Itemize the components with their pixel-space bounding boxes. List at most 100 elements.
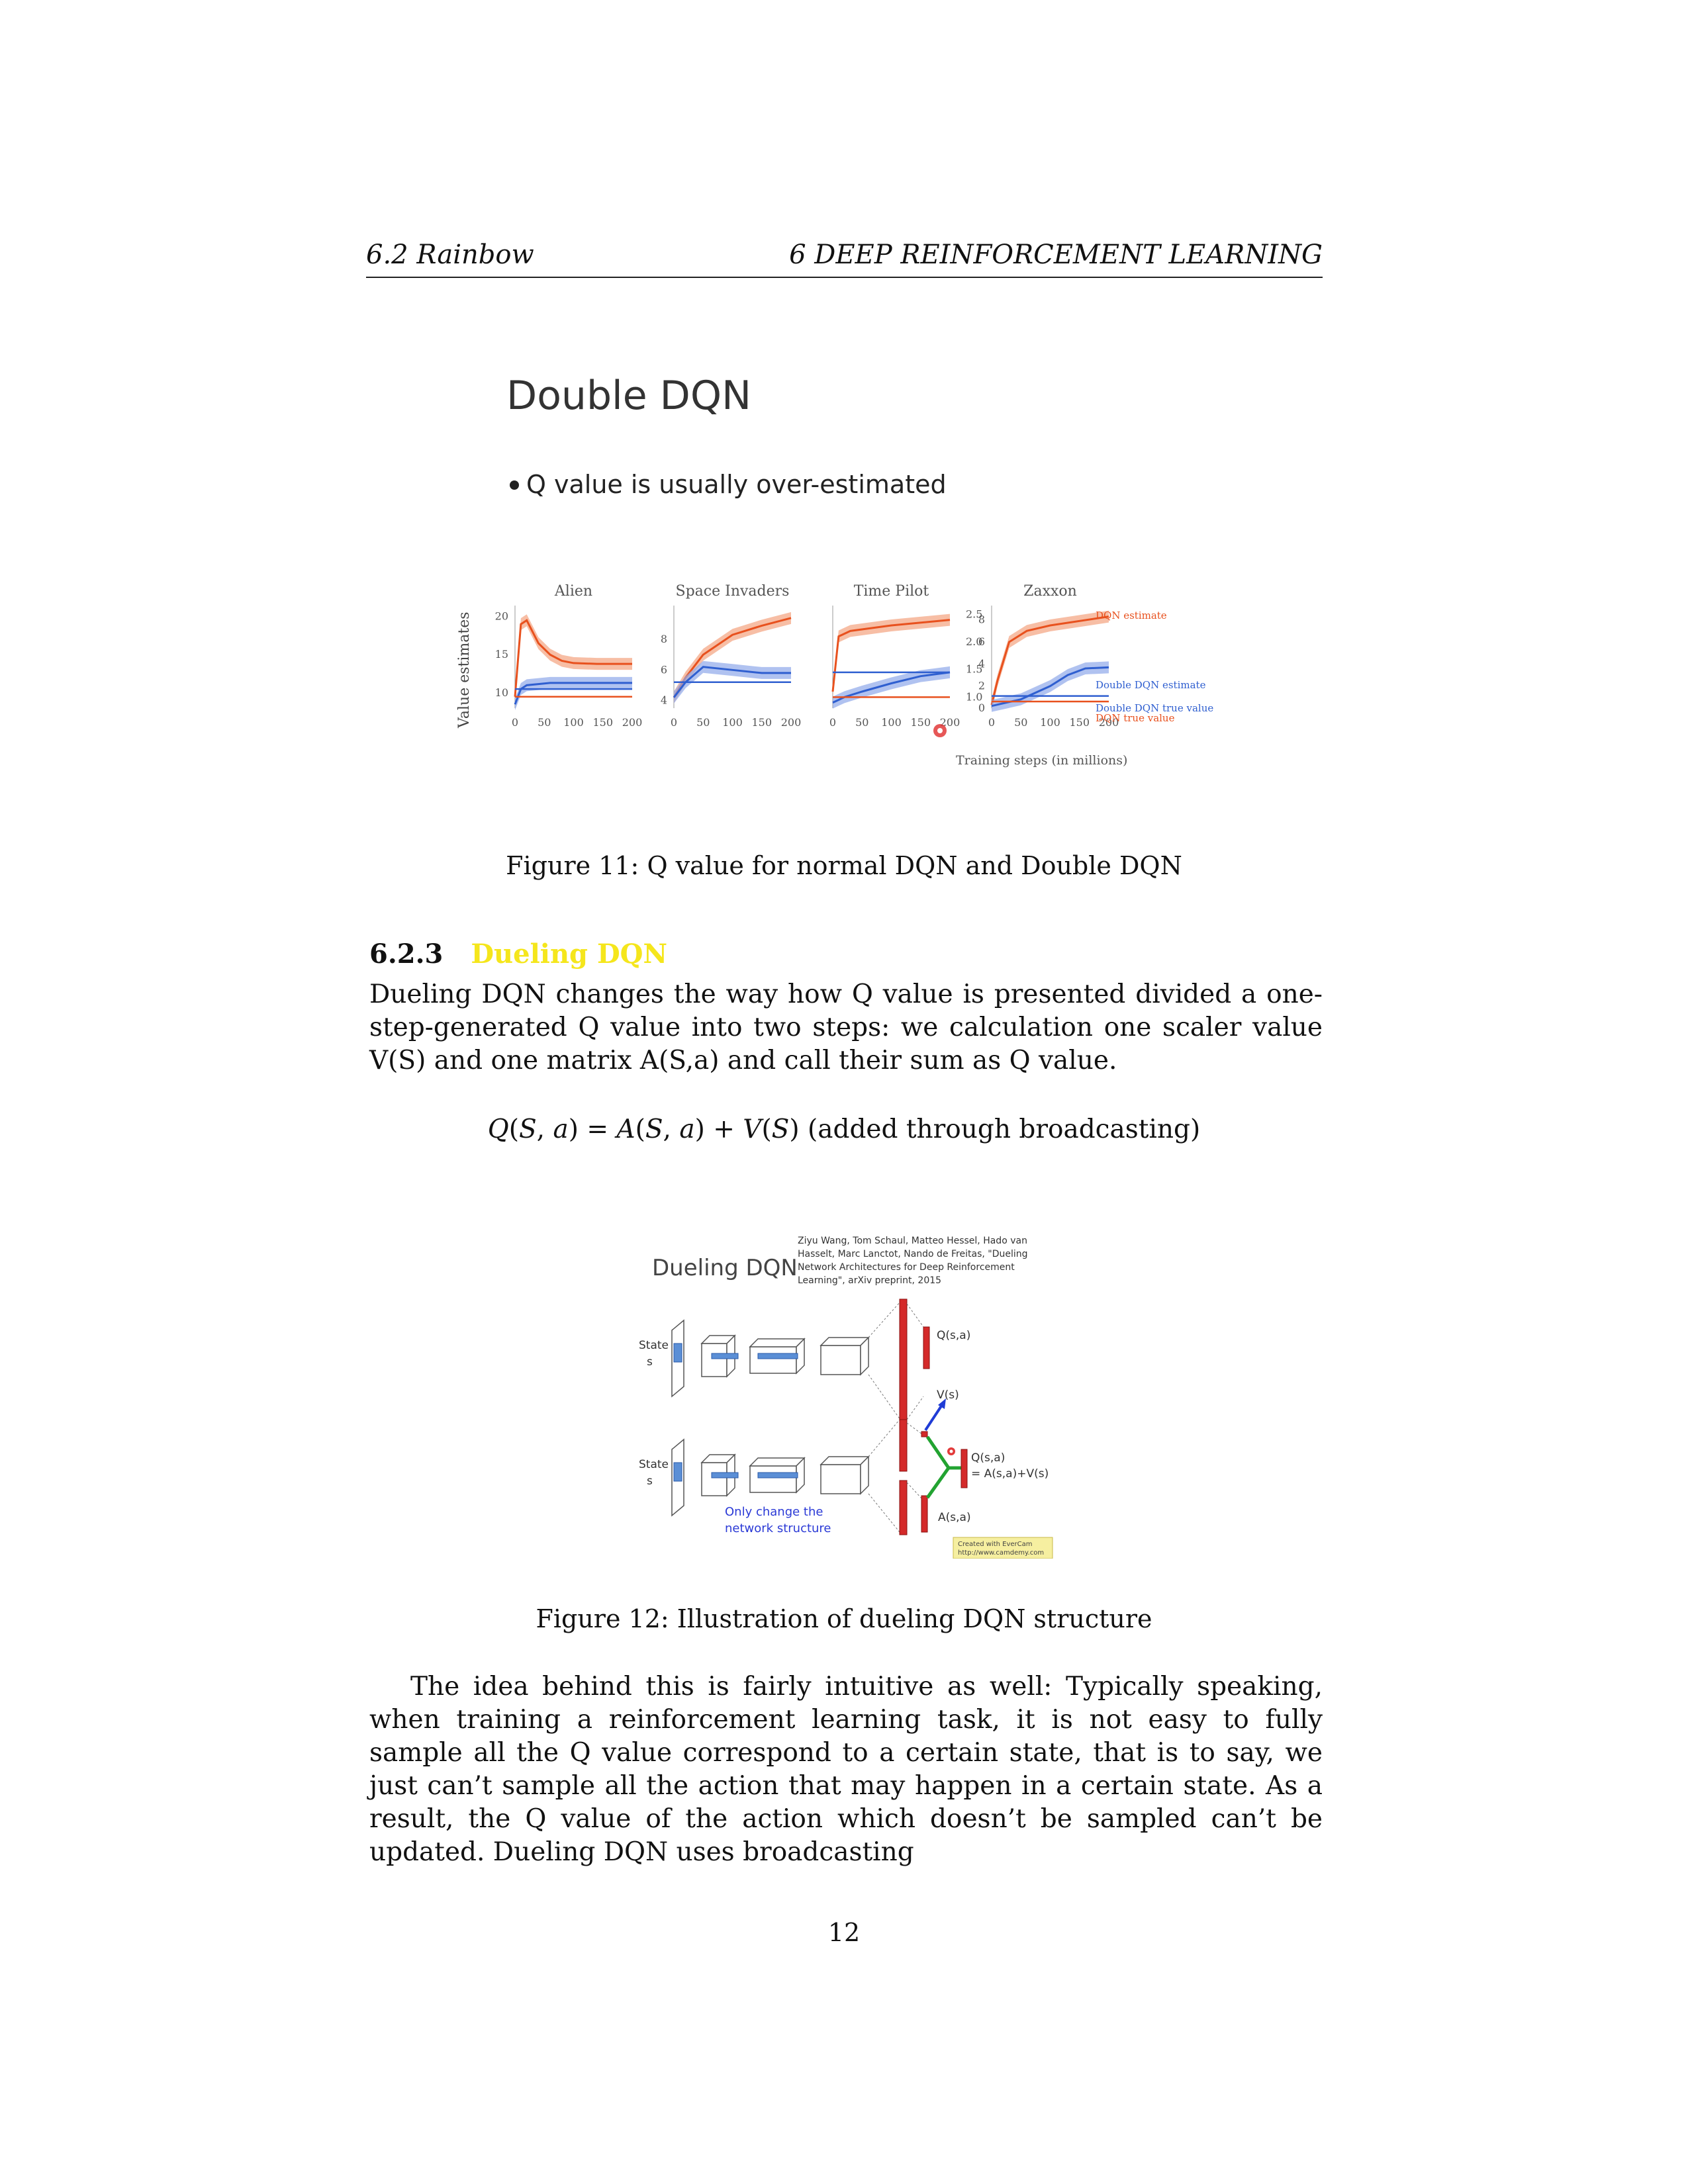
series-line	[673, 666, 791, 698]
state-label-bottom: State	[639, 1458, 669, 1471]
x-tick-label: 50	[855, 716, 868, 729]
watermark-line-1: Created with EverCam	[958, 1541, 1033, 1548]
note-line-2: network structure	[725, 1522, 831, 1535]
citation-line-3: Network Architectures for Deep Reinforce…	[798, 1262, 1015, 1273]
y-tick-label: 1.5	[966, 663, 982, 676]
citation-line-2: Hasselt, Marc Lanctot, Nando de Freitas,…	[798, 1249, 1028, 1259]
x-tick-label: 200	[1099, 716, 1119, 729]
panel-title-2: Space Invaders	[676, 583, 790, 600]
x-axis-label: Training steps (in millions)	[956, 753, 1127, 768]
series-line	[514, 682, 632, 705]
citation-line-4: Learning", arXiv preprint, 2015	[798, 1275, 941, 1286]
equation-text: (added through broadcasting)	[808, 1115, 1201, 1144]
paragraph-1: Dueling DQN changes the way how Q value …	[369, 978, 1323, 1077]
series-line	[514, 619, 632, 697]
legend-ddqn-true: Double DQN true value	[1096, 702, 1213, 714]
running-header: 6.2 Rainbow 6 DEEP REINFORCEMENT LEARNIN…	[366, 237, 1323, 278]
x-tick-label: 50	[538, 716, 551, 729]
y-tick-label: 10	[495, 686, 508, 699]
x-tick-label: 100	[563, 716, 584, 729]
x-tick-label: 150	[592, 716, 613, 729]
x-tick-label: 100	[1040, 716, 1060, 729]
network-bottom: State s V(s) Q(s,a) = A(s,a)+V(s) A(s,a)	[639, 1388, 1049, 1535]
x-tick-label: 150	[751, 716, 772, 729]
series-line	[991, 666, 1109, 707]
legend-dqn-true: DQN true value	[1096, 712, 1175, 724]
header-right: 6 DEEP REINFORCEMENT LEARNING	[789, 240, 1323, 270]
paragraph-1-text: Dueling DQN changes the way how Q value …	[369, 979, 1323, 1075]
x-tick-label: 200	[940, 716, 961, 729]
series-band	[833, 614, 950, 698]
evercam-watermark	[953, 1537, 1053, 1559]
y-tick-label: 2.5	[966, 608, 982, 620]
paragraph-2-text: The idea behind this is fairly intuitive…	[369, 1672, 1323, 1867]
x-tick-label: 50	[1014, 716, 1027, 729]
panel-title-4: Zaxxon	[1023, 583, 1077, 600]
note-line-1: Only change the	[725, 1505, 823, 1519]
x-tick-label: 0	[512, 716, 518, 729]
panel-title-1: Alien	[554, 583, 592, 600]
v-output	[921, 1431, 928, 1437]
figure-12-caption: Figure 12: Illustration of dueling DQN s…	[536, 1604, 1152, 1633]
series-line	[832, 671, 951, 704]
figure-12-slide: Dueling DQN Ziyu Wang, Tom Schaul, Matte…	[639, 1236, 1053, 1559]
y-tick-label: 4	[978, 657, 985, 670]
conv1-top	[701, 1343, 727, 1377]
y-tick-label: 0	[978, 702, 985, 714]
y-tick-label: 1.0	[966, 690, 982, 703]
figure-11-caption: Figure 11: Q value for normal DQN and Do…	[506, 851, 1182, 880]
header-left: 6.2 Rainbow	[366, 240, 534, 270]
legend-ddqn-estimate: Double DQN estimate	[1096, 679, 1206, 691]
section-title: Dueling DQN	[471, 938, 668, 970]
q-label-bottom-1: Q(s,a)	[971, 1451, 1005, 1465]
x-tick-label: 0	[671, 716, 677, 729]
state-label-top: State	[639, 1339, 669, 1352]
y-axis-label: Value estimates	[456, 612, 473, 729]
a-label: A(s,a)	[938, 1511, 971, 1524]
q-label-top: Q(s,a)	[937, 1329, 970, 1342]
y-tick-label: 2	[978, 680, 985, 692]
state-var-bottom: s	[647, 1475, 653, 1488]
series-line	[831, 619, 951, 692]
slide2-title: Dueling DQN	[652, 1255, 798, 1281]
q-label-bottom-2: = A(s,a)+V(s)	[971, 1467, 1049, 1480]
fc-advantage-stream	[899, 1480, 908, 1535]
output-q-bottom	[961, 1449, 968, 1488]
series-band	[674, 612, 791, 704]
v-arrow	[924, 1404, 943, 1432]
x-tick-label: 200	[781, 716, 802, 729]
x-tick-label: 100	[722, 716, 743, 729]
x-tick-label: 0	[988, 716, 995, 729]
state-var-top: s	[647, 1355, 653, 1369]
y-tick-label: 6	[661, 663, 667, 676]
y-tick-label: 8	[661, 633, 667, 645]
y-tick-label: 8	[978, 614, 985, 626]
section-heading: 6.2.3 Dueling DQN	[369, 938, 667, 970]
combine-lines	[925, 1435, 951, 1499]
conv2-top	[749, 1346, 797, 1374]
y-tick-label: 6	[978, 635, 985, 648]
a-output	[921, 1495, 928, 1533]
legend-dqn-estimate: DQN estimate	[1096, 610, 1167, 621]
conv3-top	[820, 1345, 861, 1375]
y-tick-label: 15	[495, 648, 508, 660]
watermark-line-2: http://www.camdemy.com	[958, 1549, 1044, 1557]
y-tick-label: 2.0	[966, 635, 982, 648]
cursor-marker-center-icon	[937, 728, 943, 733]
series-line	[990, 615, 1109, 705]
section-number: 6.2.3	[369, 938, 444, 970]
y-tick-label: 20	[495, 610, 508, 623]
figure-11-slide: Double DQN Q value is usually over-estim…	[456, 373, 1213, 768]
fc-value-stream	[899, 1419, 908, 1472]
x-tick-label: 150	[910, 716, 931, 729]
x-tick-label: 200	[622, 716, 643, 729]
equation: Q(S, a) = A(S, a) + V(S) (added through …	[487, 1115, 1201, 1144]
series-band	[674, 660, 791, 704]
x-tick-label: 0	[829, 716, 836, 729]
series-band	[515, 676, 632, 711]
x-tick-label: 100	[881, 716, 902, 729]
x-tick-label: 150	[1069, 716, 1090, 729]
slide1-title: Double DQN	[506, 373, 751, 419]
bullet-icon	[510, 480, 519, 490]
